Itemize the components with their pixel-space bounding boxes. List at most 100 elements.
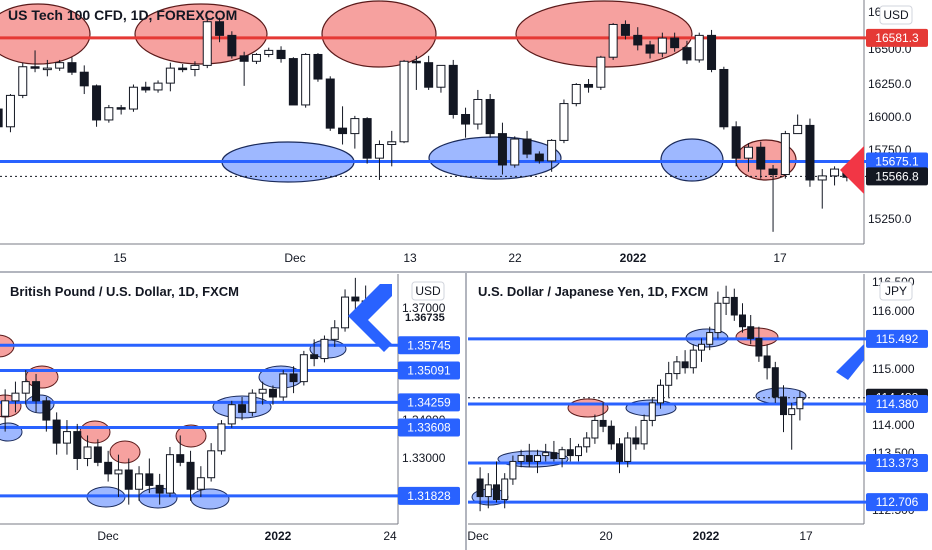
nas-candle[interactable]: [743, 143, 753, 172]
nas-candle[interactable]: [768, 164, 778, 232]
jpy-candle[interactable]: [689, 344, 697, 374]
gbp-candle[interactable]: [155, 473, 164, 505]
nas-candle[interactable]: [362, 117, 372, 164]
nas-candle[interactable]: [202, 19, 212, 69]
support-zone-oval[interactable]: [0, 422, 23, 442]
gbp-candle[interactable]: [135, 466, 144, 501]
gbp-candle[interactable]: [145, 458, 154, 494]
gbp-candle[interactable]: [227, 400, 236, 428]
jpy-candle[interactable]: [616, 438, 623, 474]
gbp-candle[interactable]: [42, 397, 51, 432]
nas-candle[interactable]: [817, 169, 827, 209]
jpy-candle[interactable]: [583, 432, 591, 453]
gbp-candle[interactable]: [207, 443, 216, 482]
nas-candle[interactable]: [79, 65, 89, 95]
nas-candle[interactable]: [633, 27, 643, 51]
jpy-candle[interactable]: [755, 326, 763, 362]
jpy-candle[interactable]: [780, 385, 787, 433]
nas-candle[interactable]: [485, 94, 495, 138]
nas-candle[interactable]: [92, 84, 102, 127]
jpy-candle[interactable]: [706, 326, 714, 351]
gbp-candle[interactable]: [299, 350, 308, 386]
jpy-candle[interactable]: [566, 438, 574, 462]
nas-candle[interactable]: [559, 99, 569, 144]
nas-candle[interactable]: [436, 64, 446, 93]
jpy-candle[interactable]: [698, 338, 705, 362]
nas-currency-box[interactable]: [879, 5, 913, 25]
nas-candle[interactable]: [338, 106, 348, 145]
jpy-candle[interactable]: [722, 285, 730, 315]
gbp-candle[interactable]: [238, 397, 247, 421]
jpy-candle[interactable]: [648, 397, 656, 427]
nas-candle[interactable]: [5, 94, 15, 133]
resistance-zone-oval[interactable]: [321, 0, 437, 68]
nas-candle[interactable]: [497, 122, 507, 175]
nas-candle[interactable]: [793, 114, 803, 135]
gbp-candle[interactable]: [196, 466, 205, 497]
gbp-candle[interactable]: [124, 458, 133, 505]
nas-candle[interactable]: [534, 151, 544, 164]
gbp-candle[interactable]: [93, 439, 102, 467]
nas-candle[interactable]: [424, 55, 434, 90]
nas-candle[interactable]: [325, 76, 335, 131]
jpy-candle[interactable]: [501, 473, 509, 509]
nas-panel[interactable]: 16750.016500.016250.016000.015750.015250…: [0, 0, 928, 265]
gbp-currency-box[interactable]: [411, 281, 445, 301]
nas-candle[interactable]: [153, 80, 163, 93]
nas-candle[interactable]: [694, 32, 704, 63]
nas-candle[interactable]: [18, 62, 28, 99]
jpy-candle[interactable]: [575, 443, 582, 462]
gbp-candle[interactable]: [351, 277, 360, 313]
support-zone-oval[interactable]: [190, 488, 230, 510]
nas-candle[interactable]: [128, 84, 138, 112]
jpy-candle[interactable]: [673, 356, 681, 380]
gbp-candle[interactable]: [258, 381, 267, 405]
nas-candle[interactable]: [215, 17, 225, 43]
nas-candle[interactable]: [227, 31, 237, 59]
gbp-candle[interactable]: [62, 420, 71, 455]
resistance-zone-oval[interactable]: [109, 440, 141, 464]
jpy-candle[interactable]: [714, 291, 722, 339]
nas-candle[interactable]: [608, 23, 618, 60]
gbp-candle[interactable]: [165, 446, 174, 497]
support-zone-oval[interactable]: [660, 138, 724, 182]
jpy-candle[interactable]: [763, 344, 771, 380]
jpy-panel[interactable]: 116.500116.000115.000114.000113.500112.5…: [467, 275, 928, 543]
gbp-candle[interactable]: [32, 373, 41, 413]
jpy-candle[interactable]: [525, 443, 533, 468]
gbp-candle[interactable]: [330, 320, 339, 348]
nas-candle[interactable]: [116, 104, 126, 115]
nas-candle[interactable]: [288, 57, 298, 106]
gbp-candle[interactable]: [83, 435, 92, 467]
jpy-candle[interactable]: [550, 440, 558, 462]
jpy-candle[interactable]: [476, 467, 484, 512]
jpy-candle[interactable]: [599, 402, 607, 433]
nas-candle[interactable]: [473, 89, 483, 130]
jpy-candle[interactable]: [739, 303, 746, 333]
nas-candle[interactable]: [178, 64, 188, 73]
nas-candle[interactable]: [411, 55, 421, 90]
jpy-candle[interactable]: [542, 443, 550, 462]
resistance-zone-oval[interactable]: [79, 420, 111, 444]
jpy-candle[interactable]: [509, 455, 517, 485]
nas-candle[interactable]: [67, 57, 77, 75]
support-zone-oval[interactable]: [497, 450, 569, 468]
nas-candle[interactable]: [301, 53, 311, 108]
nas-candle[interactable]: [42, 59, 52, 77]
nas-candle[interactable]: [264, 47, 274, 58]
nas-candle[interactable]: [805, 118, 815, 187]
nas-candle[interactable]: [510, 136, 520, 168]
nas-candle[interactable]: [55, 59, 65, 71]
nas-candle[interactable]: [448, 59, 458, 119]
gbp-candle[interactable]: [11, 381, 20, 413]
jpy-candle[interactable]: [624, 432, 632, 468]
nas-candle[interactable]: [313, 53, 323, 82]
nas-candle[interactable]: [30, 50, 40, 73]
nas-candle[interactable]: [756, 141, 766, 179]
jpy-candle[interactable]: [788, 402, 796, 450]
jpy-candle[interactable]: [558, 446, 566, 468]
nas-candle[interactable]: [719, 66, 729, 130]
gbp-candle[interactable]: [289, 366, 298, 394]
nas-candle[interactable]: [461, 107, 471, 138]
nas-candle[interactable]: [387, 130, 397, 167]
